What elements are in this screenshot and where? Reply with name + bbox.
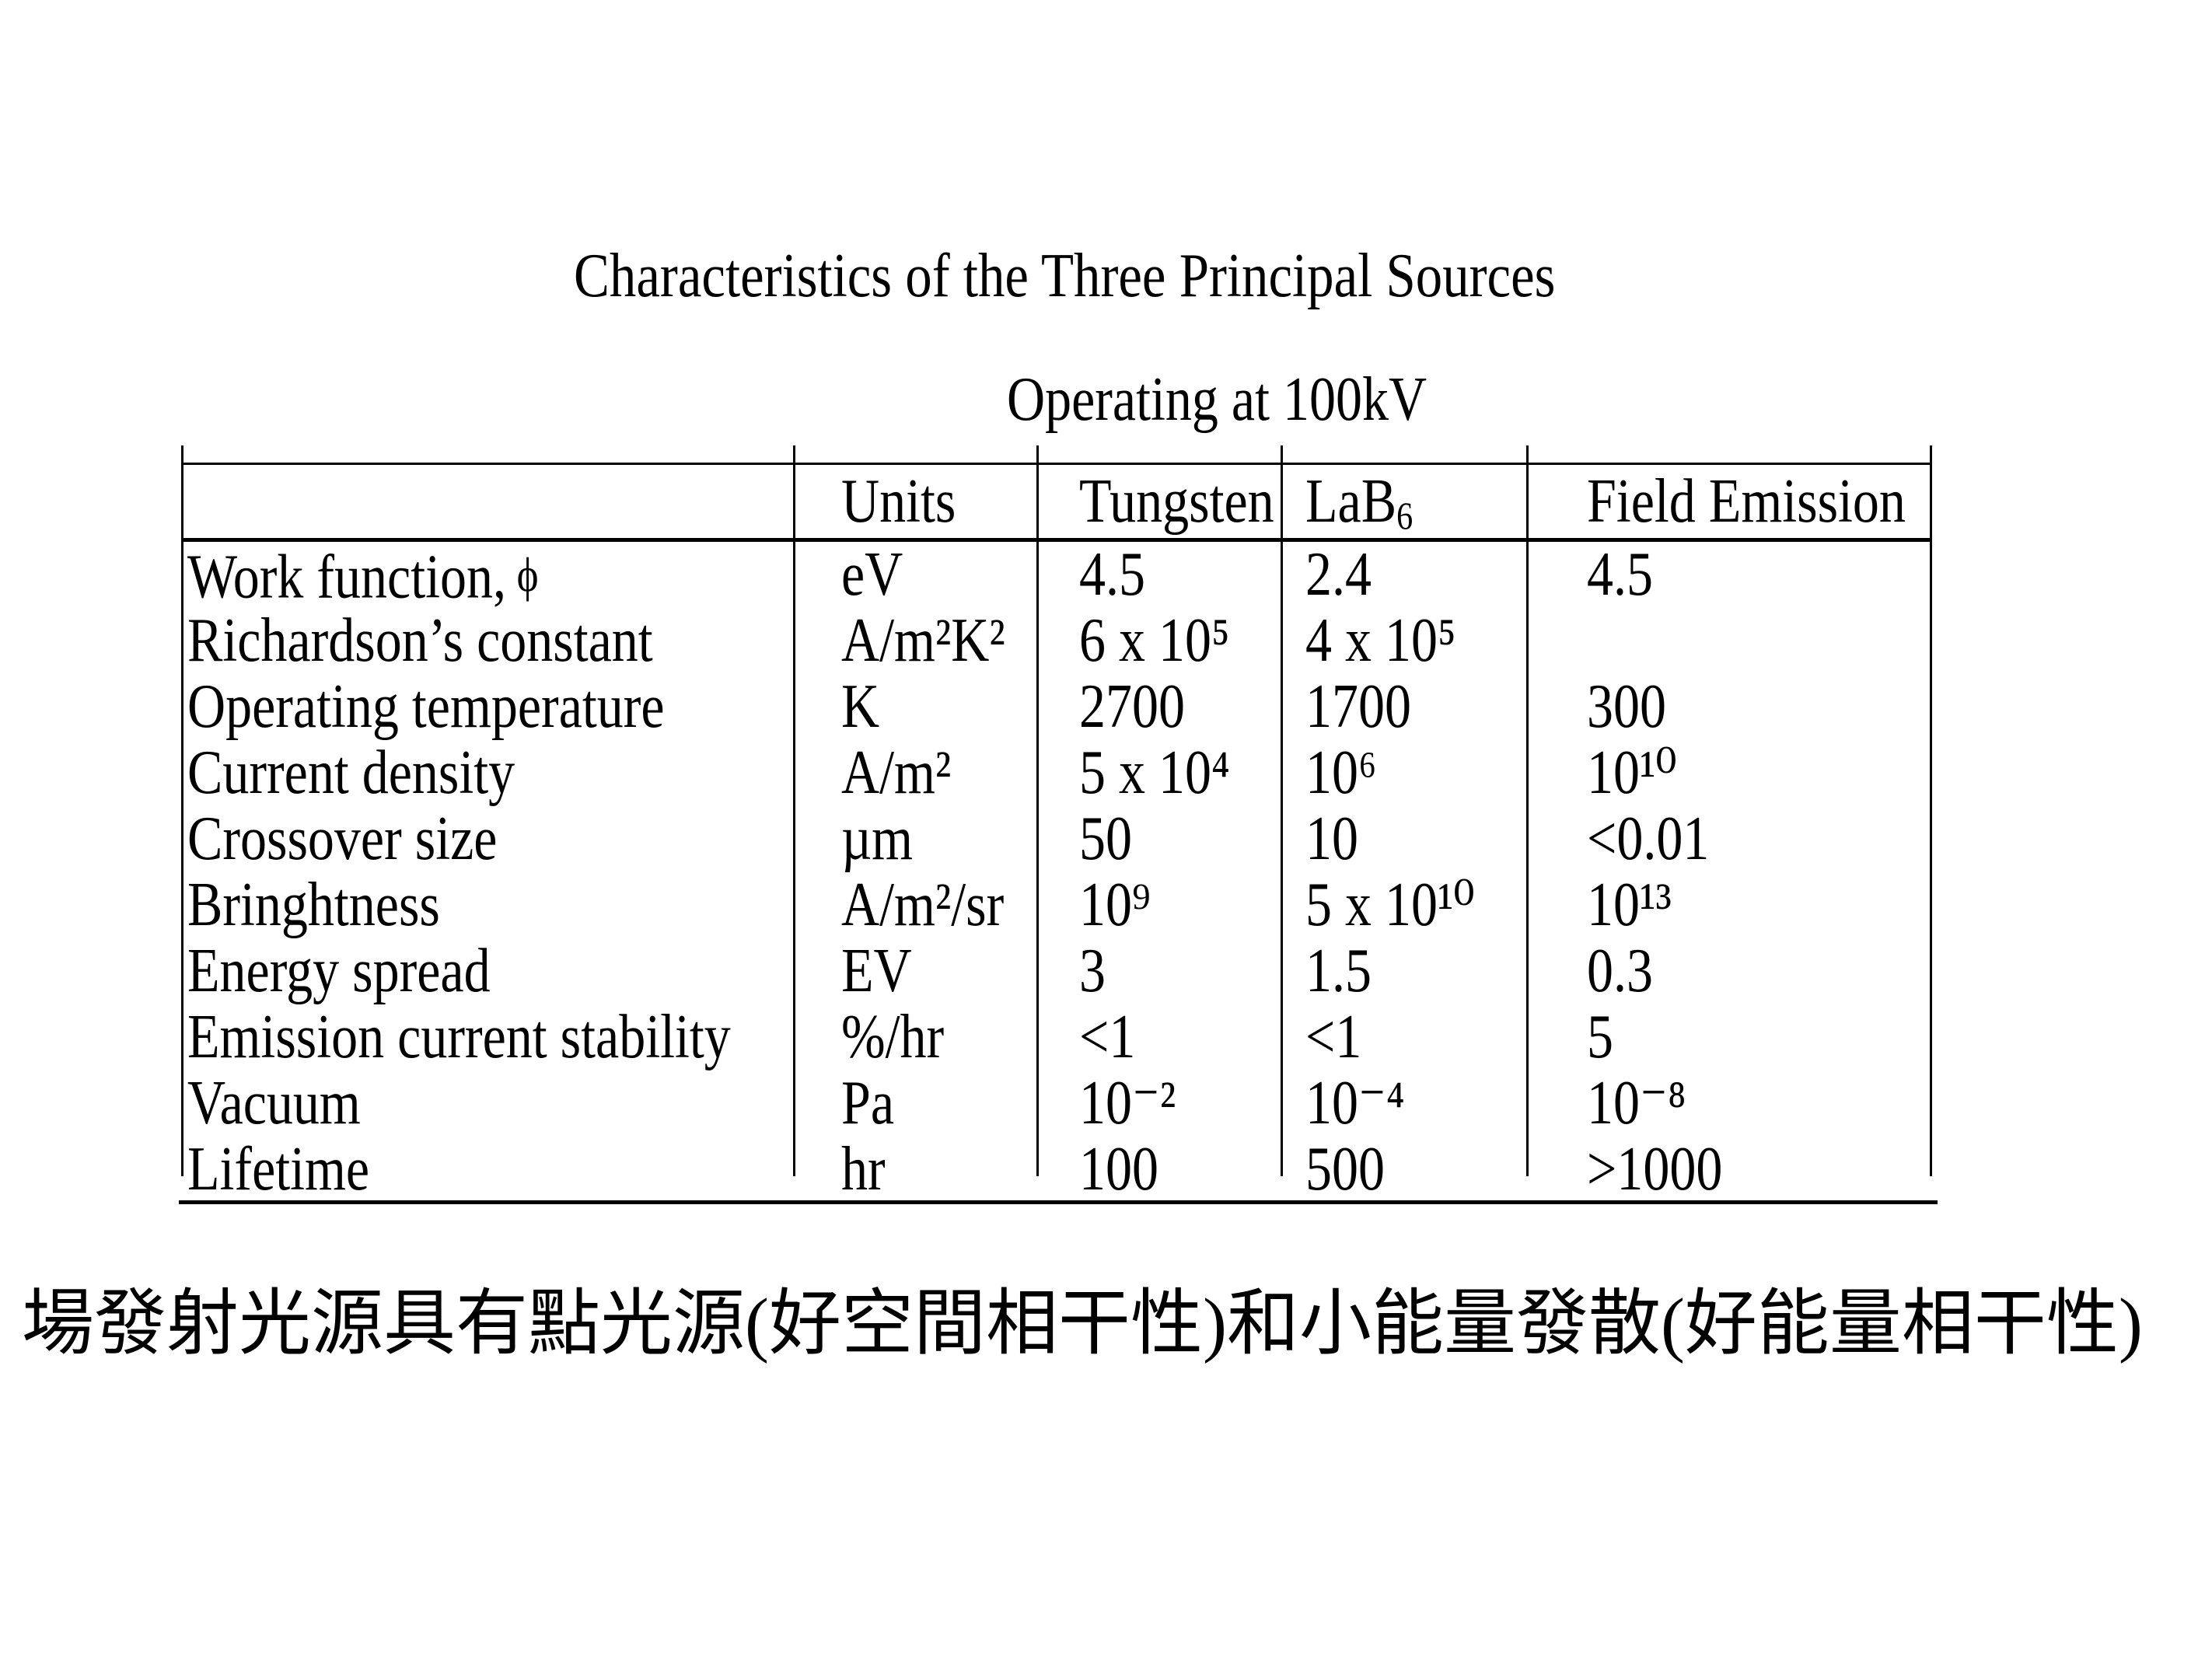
- page-subtitle-text: Operating at 100kV: [1007, 365, 1427, 434]
- cell-lab6: 1700: [1305, 672, 1411, 741]
- row-label: Energy spread: [187, 937, 491, 1005]
- cell-field-emission: >1000: [1587, 1135, 1723, 1203]
- cell-tungsten: 50: [1079, 805, 1132, 873]
- cell-field-emission: 300: [1587, 672, 1666, 741]
- caption-chinese: 場發射光源具有點光源(好空間相干性)和小能量發散(好能量相干性): [22, 1284, 2143, 1364]
- cell-lab6: 1.5: [1305, 937, 1372, 1005]
- cell-field-emission: <0.01: [1587, 805, 1710, 873]
- header-cell-tungsten: Tungsten: [1079, 467, 1274, 536]
- table-row-emission-current-stability: Emission current stability %/hr <1 <1 5: [181, 1004, 1932, 1070]
- table-top-rule: [181, 463, 1932, 465]
- cell-lab6: 10: [1305, 805, 1358, 873]
- table-header-rule: [181, 538, 1932, 542]
- table-row-energy-spread: Energy spread EV 3 1.5 0.3: [181, 938, 1932, 1004]
- column-divider-label-units: [793, 445, 795, 1176]
- cell-tungsten: 6 x 10⁵: [1079, 606, 1230, 675]
- cell-lab6: <1: [1305, 1003, 1362, 1071]
- page-title-text: Characteristics of the Three Principal S…: [574, 240, 1556, 310]
- cell-tungsten: 4.5: [1079, 540, 1145, 609]
- cell-lab6: 5 x 10¹⁰: [1305, 871, 1475, 939]
- cell-field-emission: 10¹³: [1587, 871, 1672, 939]
- row-label: Vacuum: [187, 1069, 361, 1137]
- table-header-row: Units Tungsten LaB6 Field Emission: [181, 465, 1932, 538]
- page-subtitle: Operating at 100kV: [1007, 368, 1501, 431]
- cell-units: A/m²/sr: [841, 871, 1005, 939]
- cell-units: hr: [841, 1135, 886, 1203]
- row-label: Richardson’s constant: [187, 606, 653, 675]
- sources-table: Units Tungsten LaB6 Field Emission Work …: [179, 445, 1938, 1208]
- cell-units: K: [841, 672, 880, 741]
- row-label: Operating temperature: [187, 672, 665, 741]
- cell-field-emission: [1526, 608, 1932, 674]
- table-row-richardsons-constant: Richardson’s constant A/m²K² 6 x 10⁵ 4 x…: [181, 608, 1932, 674]
- column-divider-right-border: [1930, 445, 1932, 1176]
- header-cell-lab6: LaB6: [1305, 467, 1414, 537]
- table-row-current-density: Current density A/m² 5 x 10⁴ 10⁶ 10¹⁰: [181, 740, 1932, 806]
- cell-field-emission: 10⁻⁸: [1587, 1069, 1686, 1137]
- row-label: Current density: [187, 739, 515, 807]
- row-label: Emission current stability: [187, 1003, 731, 1071]
- table-row-vacuum: Vacuum Pa 10⁻² 10⁻⁴ 10⁻⁸: [181, 1070, 1932, 1137]
- row-label: Lifetime: [187, 1135, 370, 1203]
- table-rows: Units Tungsten LaB6 Field Emission Work …: [181, 465, 1932, 1203]
- lab6-subscript: 6: [1396, 494, 1414, 537]
- cell-units: µm: [841, 805, 914, 873]
- column-divider-left-border: [181, 445, 183, 1176]
- table-row-crossover-size: Crossover size µm 50 10 <0.01: [181, 806, 1932, 872]
- cell-units: eV: [841, 540, 903, 609]
- row-label: Work function, ϕ: [187, 543, 539, 612]
- cell-lab6: 2.4: [1305, 540, 1372, 609]
- cell-tungsten: 10⁹: [1079, 871, 1151, 939]
- table-bottom-rule: [179, 1200, 1938, 1204]
- cell-lab6: 10⁶: [1305, 739, 1377, 807]
- phi-symbol: ϕ: [516, 548, 539, 602]
- cell-lab6: 4 x 10⁵: [1305, 606, 1456, 675]
- cell-units: %/hr: [841, 1003, 945, 1071]
- row-label: Bringhtness: [187, 871, 440, 939]
- cell-units: EV: [841, 937, 912, 1005]
- column-divider-units-tungsten: [1036, 445, 1039, 1176]
- cell-field-emission: 5: [1587, 1003, 1613, 1071]
- header-cell-units: Units: [841, 467, 956, 536]
- column-divider-tungsten-lab6: [1281, 445, 1283, 1176]
- cell-units: A/m²: [841, 739, 952, 807]
- table-row-operating-temperature: Operating temperature K 2700 1700 300: [181, 674, 1932, 740]
- cell-tungsten: 2700: [1079, 672, 1185, 741]
- cell-tungsten: 5 x 10⁴: [1079, 739, 1230, 807]
- cell-tungsten: 3: [1079, 937, 1106, 1005]
- cell-field-emission: 10¹⁰: [1587, 739, 1677, 807]
- table-row-brightness: Bringhtness A/m²/sr 10⁹ 5 x 10¹⁰ 10¹³: [181, 872, 1932, 938]
- cell-tungsten: <1: [1079, 1003, 1136, 1071]
- column-divider-lab6-field: [1526, 445, 1529, 1176]
- cell-lab6: 500: [1305, 1135, 1385, 1203]
- cell-lab6: 10⁻⁴: [1305, 1069, 1405, 1137]
- cell-field-emission: 4.5: [1587, 540, 1653, 609]
- header-cell-field-emission: Field Emission: [1587, 467, 1906, 536]
- header-cell-blank: [181, 465, 793, 553]
- cell-tungsten: 10⁻²: [1079, 1069, 1176, 1137]
- page-title: Characteristics of the Three Principal S…: [574, 244, 1728, 307]
- table-row-work-function: Work function, ϕ eV 4.5 2.4 4.5: [181, 540, 1932, 612]
- row-label: Crossover size: [187, 805, 498, 873]
- table-row-lifetime: Lifetime hr 100 500 >1000: [181, 1137, 1932, 1203]
- cell-units: Pa: [841, 1069, 894, 1137]
- cell-units: A/m²K²: [841, 606, 1005, 675]
- cell-tungsten: 100: [1079, 1135, 1158, 1203]
- cell-field-emission: 0.3: [1587, 937, 1653, 1005]
